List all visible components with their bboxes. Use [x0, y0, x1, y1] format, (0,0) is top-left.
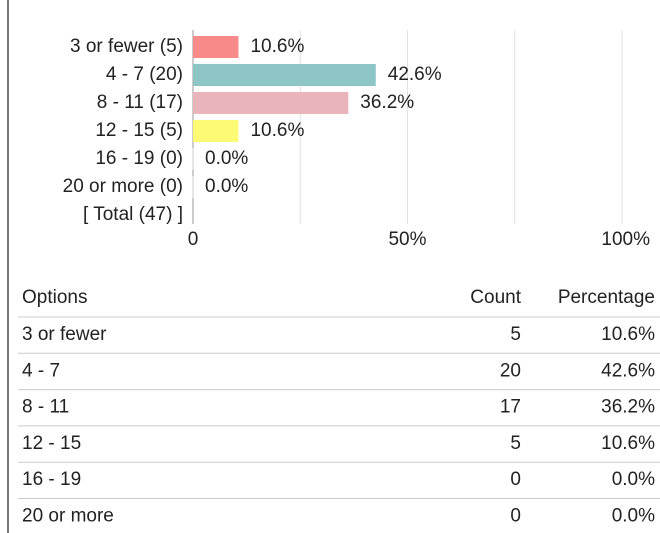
- table-cell: 16 - 19: [22, 469, 81, 490]
- value-label: 0.0%: [205, 176, 248, 197]
- y-tick-label: 8 - 11 (17): [97, 92, 183, 113]
- x-tick-label: 0: [188, 229, 199, 250]
- table-cell: 5: [510, 324, 521, 345]
- y-tick-label: 12 - 15 (5): [95, 120, 183, 141]
- column-header: Count: [470, 287, 521, 308]
- table-cell: 0.0%: [612, 469, 655, 490]
- table-cell: 8 - 11: [22, 397, 69, 418]
- table-cell: 20 or more: [22, 506, 114, 527]
- y-tick-label: [ Total (47) ]: [83, 204, 183, 225]
- table-cell: 10.6%: [601, 433, 655, 454]
- table-cell: 0: [510, 469, 521, 490]
- x-tick-label: 100%: [601, 229, 650, 250]
- table-cell: 20: [500, 360, 521, 381]
- y-tick-label: 4 - 7 (20): [106, 64, 183, 85]
- y-tick-label: 3 or fewer (5): [70, 36, 183, 57]
- table-cell: 10.6%: [601, 324, 655, 345]
- table-cell: 3 or fewer: [22, 324, 107, 345]
- value-label: 10.6%: [250, 36, 304, 57]
- table-cell: 42.6%: [601, 360, 655, 381]
- value-label: 36.2%: [360, 92, 414, 113]
- bar: [193, 92, 349, 114]
- table-cell: 0.0%: [612, 506, 655, 527]
- table-cell: 36.2%: [601, 397, 655, 418]
- bar: [193, 64, 376, 86]
- column-header: Percentage: [558, 287, 655, 308]
- table-cell: 17: [500, 397, 521, 418]
- bar: [193, 120, 239, 142]
- value-label: 42.6%: [388, 64, 442, 85]
- value-label: 0.0%: [205, 148, 248, 169]
- value-label: 10.6%: [250, 120, 304, 141]
- column-header: Options: [22, 287, 87, 308]
- table-cell: 5: [510, 433, 521, 454]
- bar: [193, 36, 239, 58]
- y-tick-label: 20 or more (0): [63, 176, 183, 197]
- y-tick-label: 16 - 19 (0): [95, 148, 183, 169]
- table-cell: 0: [510, 506, 521, 527]
- table-cell: 4 - 7: [22, 360, 60, 381]
- x-tick-label: 50%: [388, 229, 426, 250]
- table-cell: 12 - 15: [22, 433, 81, 454]
